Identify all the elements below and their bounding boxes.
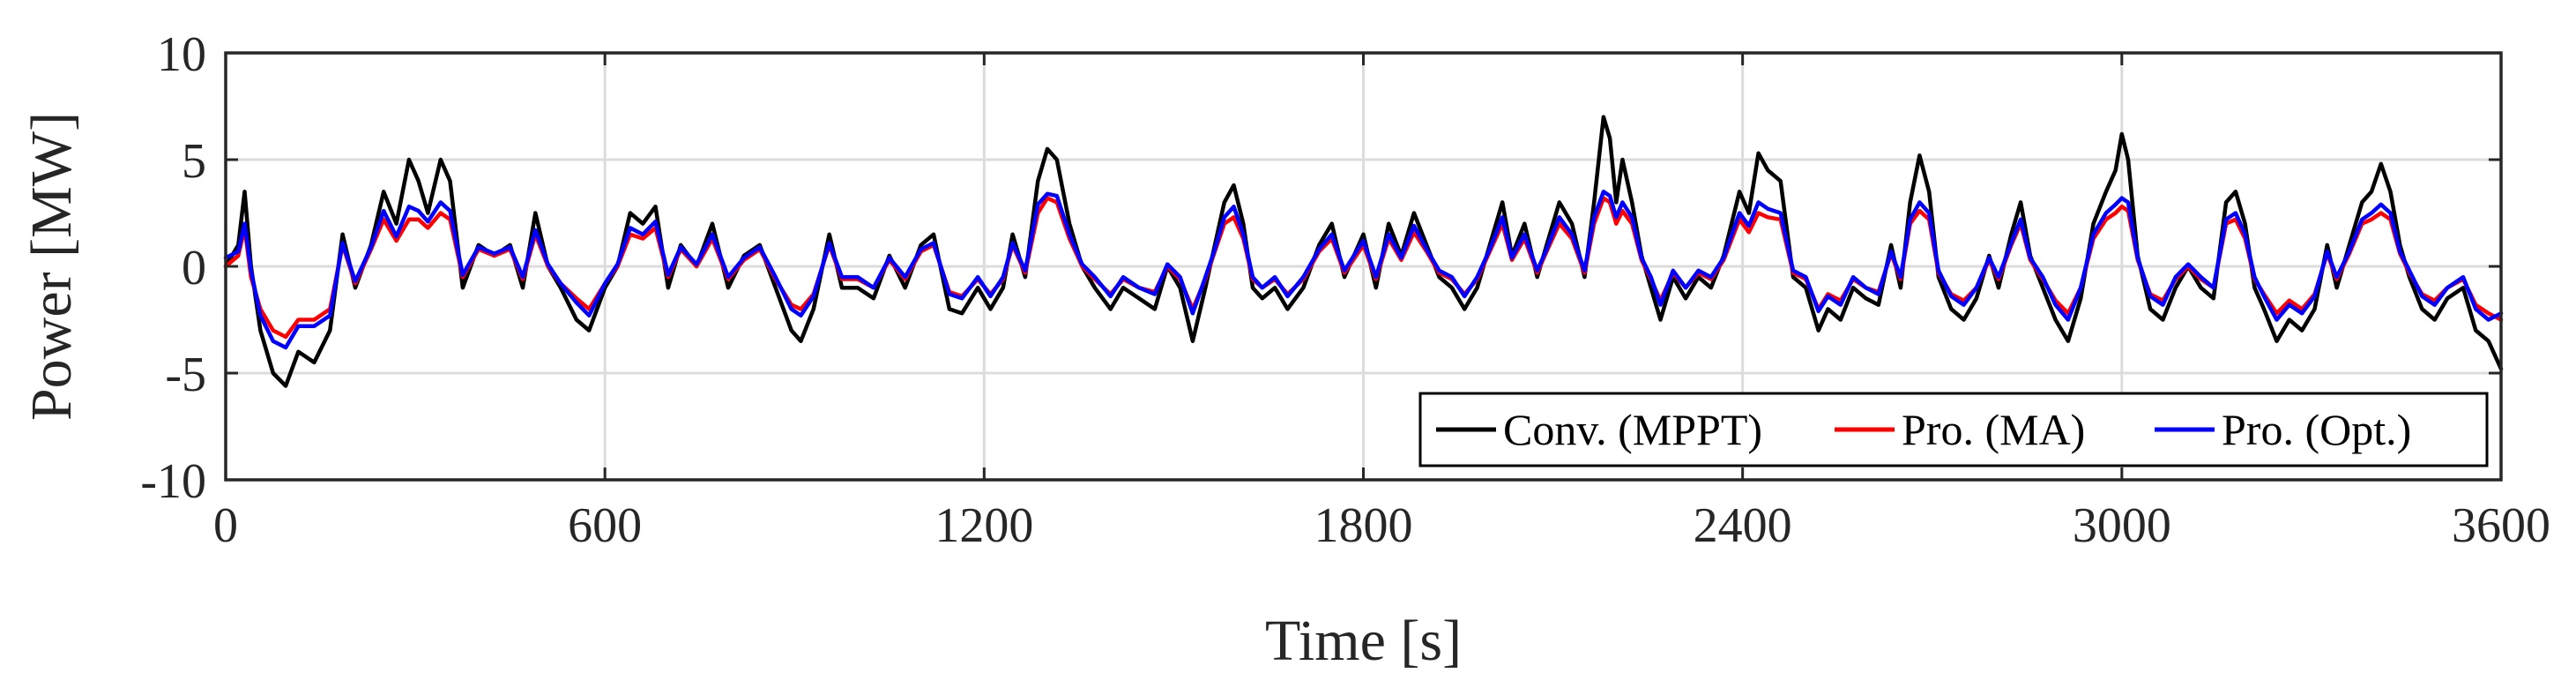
x-axis-title: Time [s]: [1265, 609, 1462, 673]
legend-label-0: Conv. (MPPT): [1503, 405, 1762, 454]
y-tick-label-3: 5: [182, 134, 206, 189]
legend-box: [1418, 392, 2489, 467]
legend-label-2: Pro. (Opt.): [2222, 405, 2411, 454]
x-tick-labels: 0 600 1200 1800 2400 3000 3600: [213, 498, 2550, 553]
x-tick-label-5: 3000: [2073, 498, 2171, 553]
grid: [226, 53, 2501, 480]
x-tick-label-3: 1800: [1314, 498, 1413, 553]
y-tick-label-0: -10: [140, 454, 206, 509]
y-tick-labels: -10 -5 0 5 10: [140, 27, 206, 509]
series-group: [223, 115, 2504, 388]
x-tick-label-0: 0: [213, 498, 238, 553]
x-tick-label-1: 600: [568, 498, 642, 553]
x-tick-label-2: 1200: [934, 498, 1033, 553]
legend-label-1: Pro. (MA): [1902, 405, 2085, 454]
y-tick-label-1: -5: [165, 348, 206, 402]
y-axis-title: Power [MW]: [19, 112, 84, 421]
y-tick-label-4: 10: [157, 27, 206, 82]
x-tick-label-6: 3600: [2452, 498, 2550, 553]
legend: Conv. (MPPT) Pro. (MA) Pro. (Opt.): [1418, 392, 2489, 467]
series-line-2: [223, 190, 2504, 350]
y-tick-label-2: 0: [182, 241, 206, 295]
x-tick-label-4: 2400: [1694, 498, 1792, 553]
tick-marks: [224, 51, 2503, 482]
